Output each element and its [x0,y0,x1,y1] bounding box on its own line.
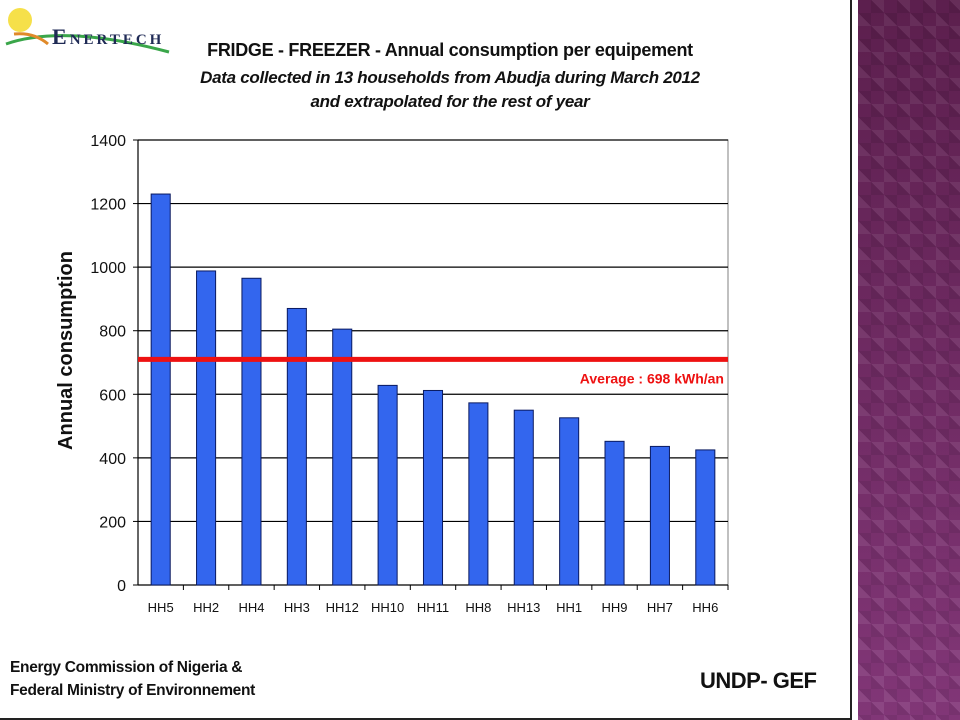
logo-text: ENERTECH [52,24,165,49]
x-tick-label: HH1 [556,600,582,615]
x-tick-label: HH5 [148,600,174,615]
y-tick-label: 1400 [90,133,126,150]
x-tick-label: HH13 [507,600,540,615]
bar-hh7 [649,445,670,586]
y-tick-label: 200 [99,514,126,531]
bar-chart: 0 200 400 600 800 1000 1200 1400 HH5 HH2 HH4 HH3 HH1… [55,133,729,615]
bar-hh13 [513,409,534,586]
y-axis-label: Annual consumption [55,251,77,450]
y-tick-label: 600 [99,387,126,404]
chart-subtitle: Data collected in 13 households from Abu… [170,66,730,114]
footer-organizations: Energy Commission of Nigeria & Federal M… [10,656,255,702]
y-tick-label: 0 [117,578,126,595]
footer-undp-gef: UNDP- GEF [700,668,817,693]
bar-hh10 [377,384,398,586]
average-label: Average : 698 kWh/an [580,370,724,386]
x-tick-label: HH6 [692,600,718,615]
y-tick-label: 1200 [90,197,126,214]
slide: ENERTECH FRIDGE - FREEZER - Annual consu… [0,0,852,720]
x-tick-label: HH9 [602,600,628,615]
x-tick-label: HH7 [647,600,673,615]
decorative-side-panel [858,0,960,720]
subtitle-line-1: Data collected in 13 households from Abu… [200,68,700,87]
bar-hh8 [468,402,489,586]
chart-title: FRIDGE - FREEZER - Annual consumption pe… [207,40,693,60]
bar-hh12 [332,328,353,586]
bar-hh3 [286,307,307,586]
bar-hh2 [196,270,217,586]
y-tick-label: 400 [99,451,126,468]
bar-hh1 [559,417,580,586]
bar-hh9 [604,440,625,586]
x-tick-label: HH4 [238,600,264,615]
y-tick-label: 1000 [90,260,126,277]
x-tick-label: HH2 [193,600,219,615]
bar-hh5 [150,193,171,586]
logo-sun-icon [5,8,170,54]
footer-line-2: Federal Ministry of Environnement [10,682,256,699]
x-tick-label: HH8 [465,600,491,615]
y-tick-label: 800 [99,324,126,341]
x-tick-label: HH10 [371,600,404,615]
footer-line-1: Energy Commission of Nigeria & [10,659,243,676]
bar-hh4 [241,277,262,586]
bar-hh11 [422,389,444,586]
enertech-logo: ENERTECH [4,4,174,56]
x-tick-label: HH11 [417,600,449,615]
subtitle-line-2: and extrapolated for the rest of year [310,92,590,111]
bar-hh6 [695,449,716,586]
x-tick-label: HH3 [284,600,310,615]
x-tick-label: HH12 [326,600,359,615]
